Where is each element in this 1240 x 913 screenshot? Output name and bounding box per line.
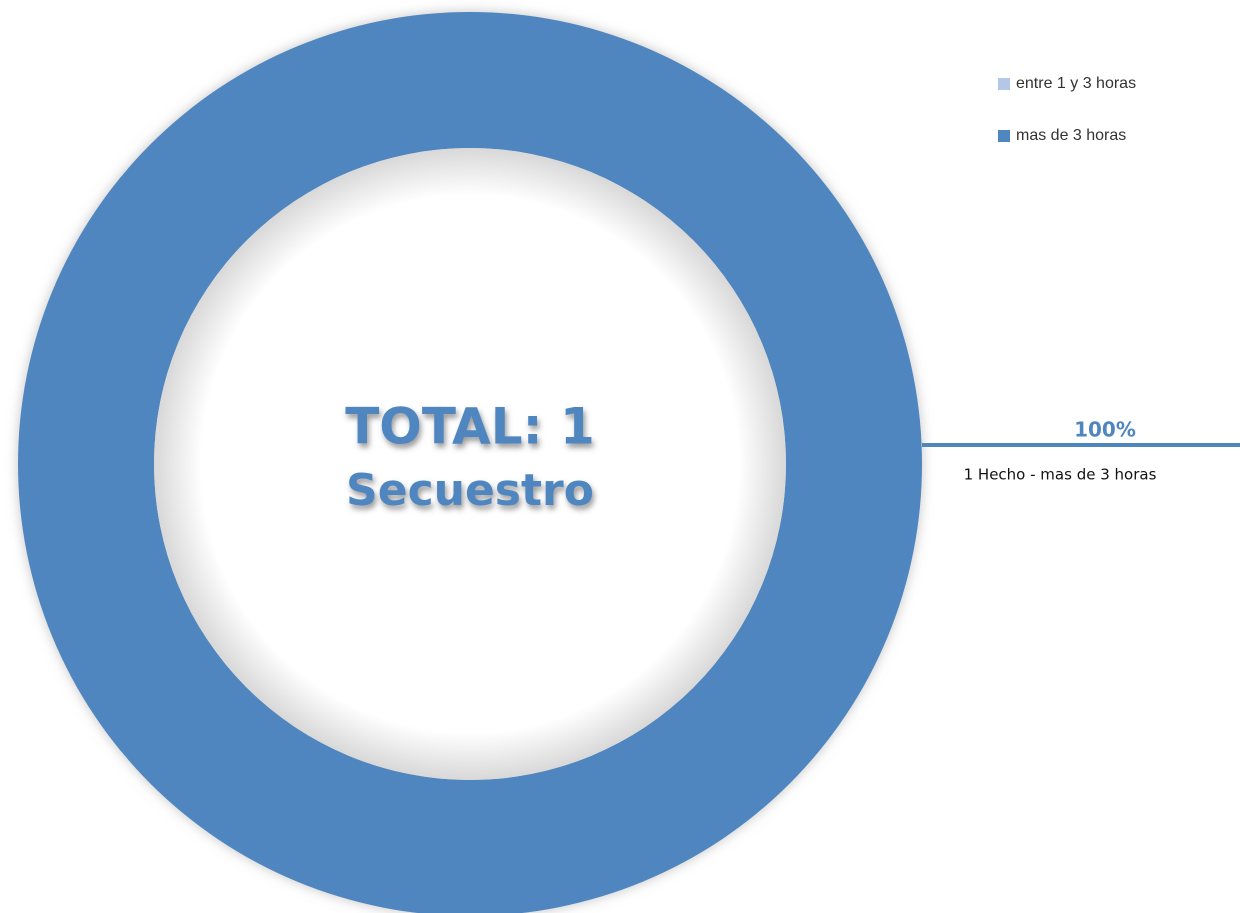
legend-label: mas de 3 horas (1016, 127, 1126, 144)
center-title: TOTAL: 1 (345, 398, 595, 456)
donut-hole (154, 148, 786, 780)
data-label: 100% (1074, 418, 1136, 442)
legend-swatch (998, 78, 1010, 90)
legend-swatch (998, 130, 1010, 142)
donut-segment (18, 12, 922, 913)
legend-label: entre 1 y 3 horas (1016, 75, 1136, 92)
donut (18, 12, 922, 913)
center-subtitle: Secuestro (346, 465, 594, 516)
annotation: 1 Hecho - mas de 3 horas (964, 466, 1157, 484)
